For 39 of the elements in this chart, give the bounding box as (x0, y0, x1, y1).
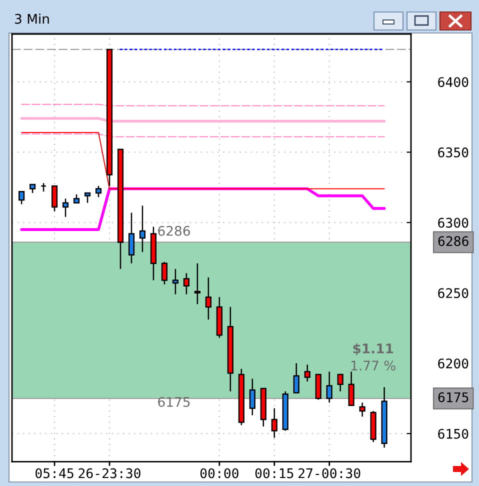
candlestick (326, 371, 332, 404)
candlestick (205, 276, 212, 320)
annotation: 6286 (158, 226, 190, 236)
x-tick-label: 27-00:30 (298, 468, 360, 478)
candlestick (172, 268, 178, 295)
candlestick (348, 371, 354, 406)
candlestick (315, 374, 322, 400)
candlestick (51, 185, 58, 212)
candlestick (139, 205, 146, 253)
candlestick (304, 364, 310, 382)
candlestick (359, 402, 366, 418)
candlestick (271, 408, 278, 438)
chart-title: 3 Min (15, 14, 49, 24)
y-tick-label: 6400 (438, 77, 468, 88)
annotation: 1.77 % (351, 360, 396, 371)
ref-line-label: 6175 (438, 392, 468, 402)
y-tick-label: 6250 (438, 288, 468, 298)
candlestick (95, 185, 102, 198)
x-tick-label: 00:00 (200, 468, 238, 478)
annotation: 6175 (158, 396, 190, 407)
candlestick (194, 262, 200, 305)
candlestick (183, 272, 190, 295)
candlestick (128, 212, 135, 264)
candlestick (337, 374, 344, 392)
x-tick-label: 00:15 (255, 468, 294, 478)
x-tick-label: 26-23:30 (78, 468, 140, 478)
annotation: $1.11 (353, 343, 394, 356)
candlestick (293, 362, 300, 394)
candlestick (84, 192, 91, 204)
candlestick (161, 261, 168, 286)
y-tick-label: 6300 (438, 218, 468, 228)
ref-line-label: 6286 (438, 236, 468, 246)
candlestick (62, 198, 69, 218)
y-tick-label: 6150 (438, 428, 468, 439)
candlestick (249, 378, 256, 416)
y-tick-label: 6350 (438, 147, 468, 158)
x-tick-label: 05:45 (36, 468, 74, 478)
candlestick (18, 190, 25, 205)
y-tick-label: 6200 (438, 358, 468, 368)
